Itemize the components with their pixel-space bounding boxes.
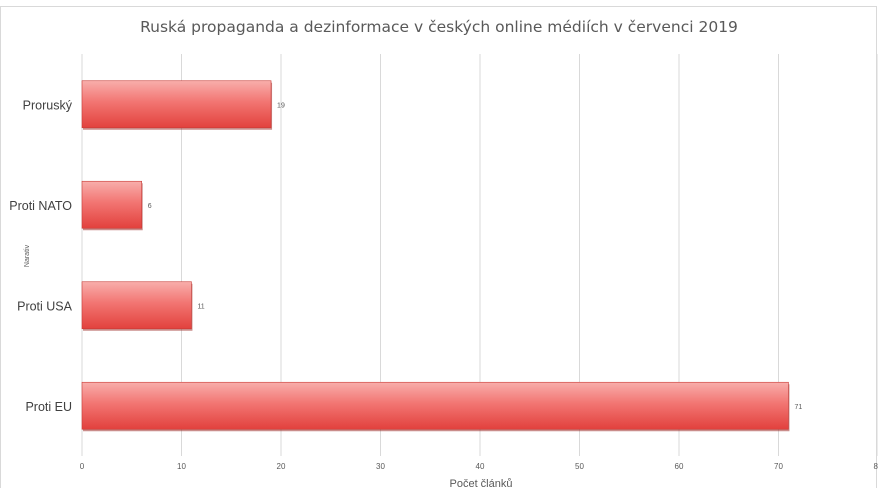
bar: [81, 281, 192, 330]
x-tick-label: 40: [476, 462, 485, 471]
x-tick-label: 60: [675, 462, 684, 471]
y-axis-label: Narativ: [24, 244, 31, 267]
data-labels: 19 6 11 71: [148, 102, 803, 411]
x-tick-label: 80: [874, 462, 878, 471]
x-tick-label: 0: [80, 462, 85, 471]
x-tick-label: 70: [774, 462, 783, 471]
bar: [81, 80, 272, 129]
category-label: Proti USA: [17, 299, 73, 313]
x-tick-label: 50: [575, 462, 584, 471]
x-tick-labels: 0 10 20 30 40 50 60 70 80: [80, 462, 878, 471]
data-label: 11: [197, 303, 204, 310]
bar: [81, 381, 789, 430]
data-label: 6: [148, 203, 152, 210]
chart-title: Ruská propaganda a dezinformace v českýc…: [140, 18, 738, 36]
bars: [81, 80, 790, 432]
data-label: 71: [794, 404, 802, 411]
x-axis-label: Počet článků: [450, 478, 513, 488]
category-label: Proti NATO: [9, 199, 72, 213]
x-tick-label: 20: [277, 462, 286, 471]
x-tick-label: 30: [376, 462, 385, 471]
x-tick-label: 10: [177, 462, 186, 471]
data-label: 19: [277, 102, 285, 109]
chart-frame: [0, 6, 877, 488]
category-label: Proti EU: [25, 400, 72, 414]
bar: [81, 180, 143, 229]
category-labels: Proruský Proti NATO Proti USA Proti EU: [9, 98, 72, 414]
category-label: Proruský: [23, 98, 73, 112]
